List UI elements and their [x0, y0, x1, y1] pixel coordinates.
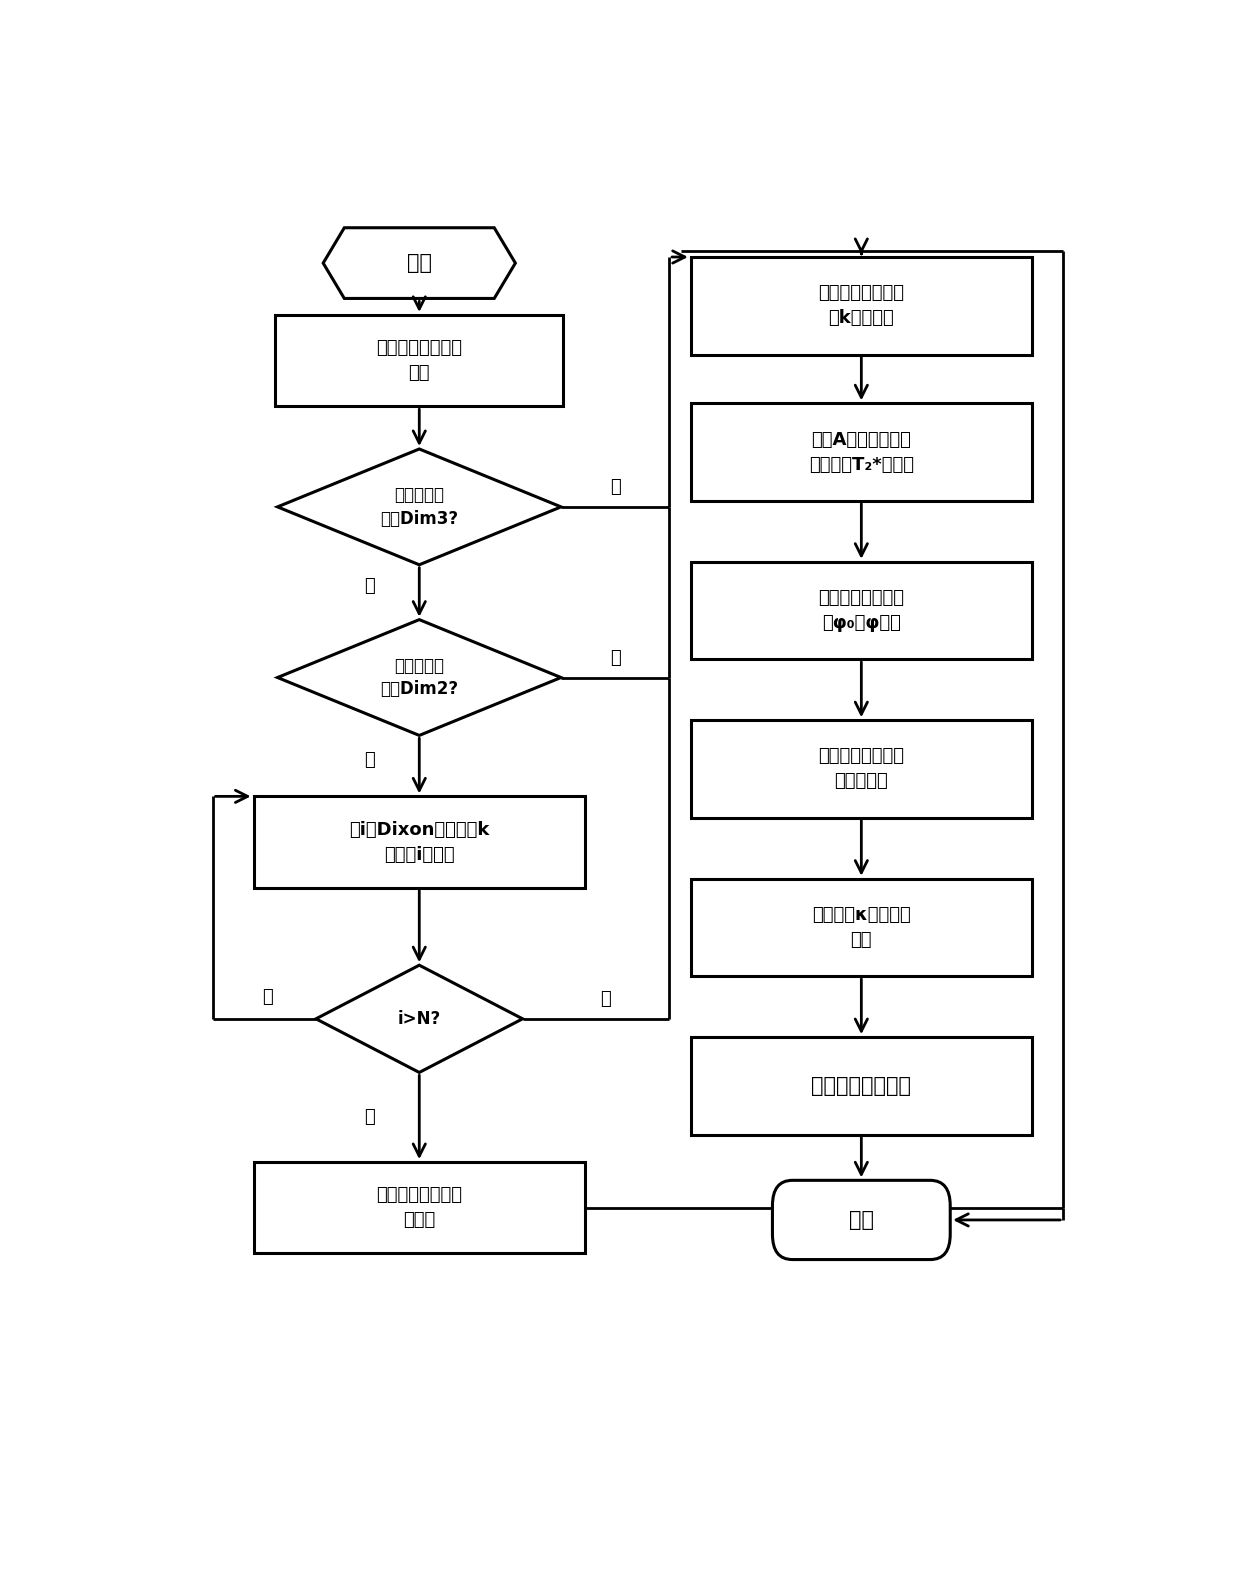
FancyBboxPatch shape	[773, 1181, 950, 1260]
Polygon shape	[278, 619, 560, 736]
Text: 是: 是	[600, 991, 611, 1008]
Polygon shape	[324, 228, 516, 299]
Bar	[253, 1162, 585, 1254]
Text: 是: 是	[610, 478, 620, 497]
Bar	[691, 256, 1032, 355]
Text: 非: 非	[363, 750, 374, 769]
Text: 生成水像和脂肪像: 生成水像和脂肪像	[811, 1076, 911, 1095]
Bar	[691, 404, 1032, 500]
Text: 结束: 结束	[849, 1209, 874, 1230]
Text: 是: 是	[610, 649, 620, 666]
Text: 开始: 开始	[407, 253, 432, 274]
Text: 是: 是	[363, 1108, 374, 1126]
Text: 谱仪执行水脂分离
序列: 谱仪执行水脂分离 序列	[376, 339, 463, 382]
Bar	[691, 562, 1032, 659]
Text: 扫描层编号
大于Dim3?: 扫描层编号 大于Dim3?	[381, 486, 459, 527]
Bar	[253, 796, 585, 888]
Text: i>N?: i>N?	[398, 1010, 441, 1027]
Polygon shape	[278, 450, 560, 565]
Text: 控制台执行数据处
理模块: 控制台执行数据处 理模块	[376, 1186, 463, 1230]
Bar	[691, 1037, 1032, 1135]
Text: 计算符号κ归属水脂
像素: 计算符号κ归属水脂 像素	[812, 905, 910, 948]
Polygon shape	[316, 966, 522, 1072]
Text: 非: 非	[363, 578, 374, 595]
Text: 相位解缠并计算相
位φ₀和φ分布: 相位解缠并计算相 位φ₀和φ分布	[818, 589, 904, 632]
Text: 计算A，补偿幅度衰
减并生成T₂*分布图: 计算A，补偿幅度衰 减并生成T₂*分布图	[808, 431, 914, 473]
Bar	[275, 315, 563, 407]
Text: 非: 非	[263, 988, 273, 1005]
Text: 第i个Dixon回波填充k
空间第i个区域: 第i个Dixon回波填充k 空间第i个区域	[350, 820, 490, 864]
Text: 提取各组同相和反
相k空间数据: 提取各组同相和反 相k空间数据	[818, 285, 904, 328]
Bar	[691, 720, 1032, 818]
Text: 相位编码步
大于Dim2?: 相位编码步 大于Dim2?	[381, 657, 459, 698]
Bar	[691, 879, 1032, 977]
Text: 生成均匀场下同相
图和反相图: 生成均匀场下同相 图和反相图	[818, 747, 904, 790]
